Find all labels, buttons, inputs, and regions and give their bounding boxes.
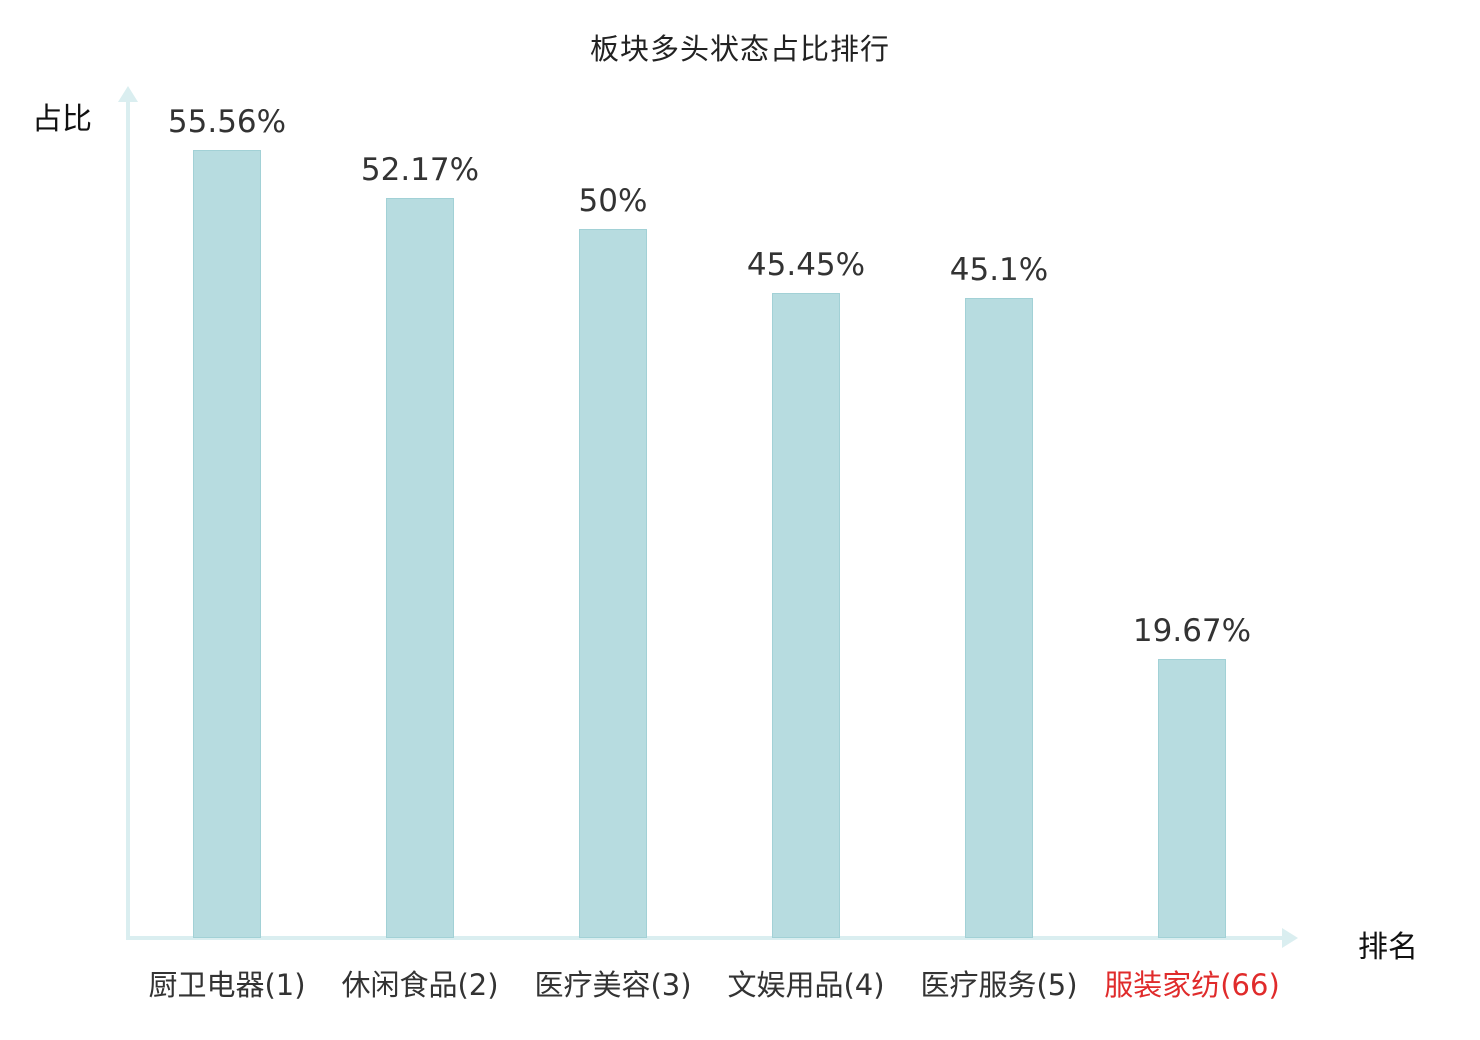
bar-value-label-1: 55.56% [167,104,287,140]
bar-value-label-2: 52.17% [360,152,480,189]
bar-6 [1158,659,1226,938]
bar-1 [193,150,261,938]
chart-title: 板块多头状态占比排行 [589,32,890,66]
y-axis-line [126,100,130,940]
bar-value-label-3: 50% [578,182,648,219]
x-tick-label-4: 文娱用品(4) [727,968,885,1002]
x-tick-label-1: 厨卫电器(1) [148,968,306,1002]
bar-value-label-6: 19.67% [1132,613,1252,650]
bar-5 [965,298,1033,938]
x-axis-line [126,936,1284,940]
bar-value-label-5: 45.1% [949,252,1049,289]
x-axis-arrow-icon [1282,928,1298,948]
y-axis-label: 占比 [32,102,92,137]
bar-2 [386,198,454,938]
x-axis-label: 排名 [1358,930,1418,965]
bar-value-label-4: 45.45% [746,247,866,284]
x-tick-label-6: 服装家纺(66) [1104,968,1280,1002]
x-tick-label-3: 医疗美容(3) [534,968,692,1002]
x-tick-label-2: 休闲食品(2) [341,968,499,1002]
bar-3 [579,228,647,938]
y-axis-arrow-icon [118,86,138,102]
bar-4 [772,293,840,938]
x-tick-label-5: 医疗服务(5) [920,968,1078,1002]
